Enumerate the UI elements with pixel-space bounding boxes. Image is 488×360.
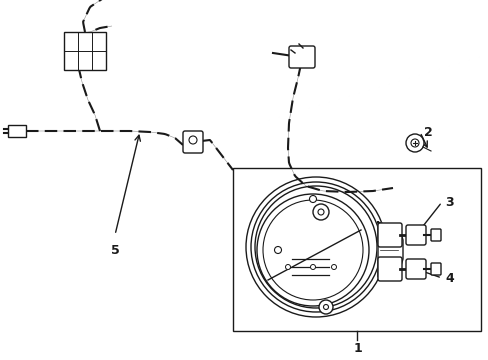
Circle shape bbox=[274, 247, 281, 253]
Circle shape bbox=[257, 194, 368, 306]
Circle shape bbox=[405, 134, 423, 152]
FancyBboxPatch shape bbox=[405, 225, 425, 245]
Polygon shape bbox=[377, 222, 402, 277]
Circle shape bbox=[310, 265, 315, 270]
Circle shape bbox=[189, 136, 197, 144]
Circle shape bbox=[323, 305, 328, 310]
FancyBboxPatch shape bbox=[288, 46, 314, 68]
FancyBboxPatch shape bbox=[405, 259, 425, 279]
Text: 4: 4 bbox=[445, 271, 453, 284]
FancyBboxPatch shape bbox=[377, 223, 401, 247]
Bar bbox=[64, 32, 106, 70]
FancyBboxPatch shape bbox=[183, 131, 203, 153]
FancyBboxPatch shape bbox=[430, 229, 440, 241]
Bar bbox=[8, 125, 26, 137]
FancyBboxPatch shape bbox=[377, 257, 401, 281]
Text: 2: 2 bbox=[423, 126, 431, 139]
Text: 3: 3 bbox=[445, 195, 453, 208]
FancyBboxPatch shape bbox=[430, 263, 440, 275]
Circle shape bbox=[331, 265, 336, 270]
Bar bbox=[232, 168, 480, 331]
Circle shape bbox=[309, 195, 316, 202]
Circle shape bbox=[312, 204, 328, 220]
Circle shape bbox=[410, 139, 418, 147]
Circle shape bbox=[263, 200, 362, 300]
Circle shape bbox=[318, 300, 332, 314]
Circle shape bbox=[285, 265, 290, 270]
Text: 1: 1 bbox=[353, 342, 362, 355]
Text: 5: 5 bbox=[110, 243, 119, 256]
Circle shape bbox=[317, 209, 324, 215]
